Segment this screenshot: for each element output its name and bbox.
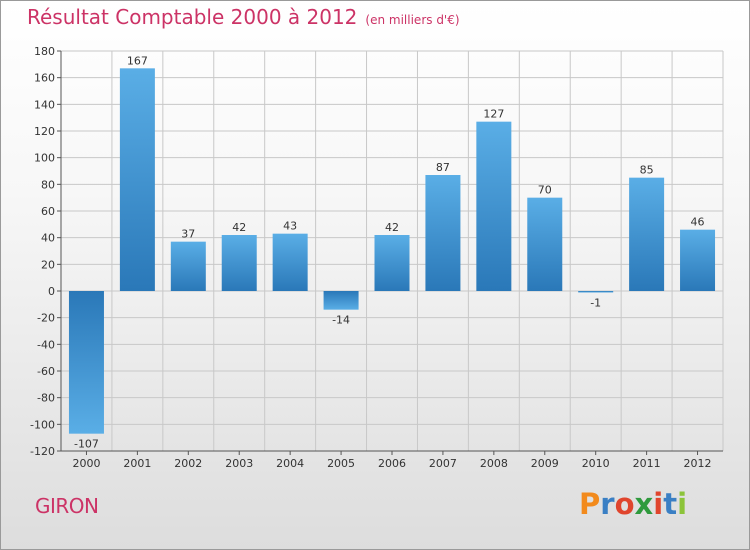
- data-label-2004: 43: [283, 220, 297, 233]
- bar-2004: [272, 233, 308, 291]
- data-label-2007: 87: [436, 161, 450, 174]
- x-tick-label-2012: 2012: [684, 457, 712, 470]
- y-tick-label: 180: [34, 45, 55, 58]
- bar-2010: [578, 291, 614, 293]
- y-tick-label: -120: [30, 445, 55, 458]
- x-tick-label-2005: 2005: [327, 457, 355, 470]
- y-tick-label: 160: [34, 72, 55, 85]
- bars: [68, 68, 716, 434]
- bar-2005: [323, 291, 359, 310]
- x-tick-label-2002: 2002: [174, 457, 202, 470]
- data-label-2009: 70: [538, 184, 552, 197]
- x-tick-label-2001: 2001: [123, 457, 151, 470]
- data-label-2011: 85: [640, 164, 654, 177]
- x-tick-label-2006: 2006: [378, 457, 406, 470]
- data-label-2003: 42: [232, 221, 246, 234]
- data-label-2006: 42: [385, 221, 399, 234]
- axes: [57, 50, 723, 455]
- logo-letter: x: [634, 487, 654, 521]
- x-tick-label-2003: 2003: [225, 457, 253, 470]
- y-tick-label: 100: [34, 152, 55, 165]
- y-tick-label: 120: [34, 125, 55, 138]
- y-tick-label: -40: [37, 338, 55, 351]
- y-tick-label: -100: [30, 418, 55, 431]
- y-tick-label: 60: [41, 205, 55, 218]
- bar-2012: [680, 229, 716, 291]
- commune-name: GIRON: [35, 494, 99, 518]
- data-label-2012: 46: [691, 216, 705, 229]
- bar-2009: [527, 197, 563, 291]
- data-label-2005: -14: [332, 314, 350, 327]
- chart-subtitle: (en milliers d'€): [365, 13, 460, 27]
- logo-letter: i: [677, 487, 688, 521]
- bar-2008: [476, 121, 512, 292]
- data-labels: -107 167 37 42 43 -14 42 87 127 70 -1 85 46: [74, 54, 705, 450]
- x-tick-label-2009: 2009: [531, 457, 559, 470]
- bar-2002: [170, 241, 206, 291]
- chart-title: Résultat Comptable 2000 à 2012 (en millie…: [27, 5, 460, 29]
- data-label-2000: -107: [74, 438, 99, 451]
- y-tick-label: 0: [48, 285, 55, 298]
- bar-2000: [68, 291, 104, 434]
- chart-title-text: Résultat Comptable 2000 à 2012: [27, 5, 358, 29]
- y-tick-label: 40: [41, 232, 55, 245]
- x-tick-label-2007: 2007: [429, 457, 457, 470]
- logo-letter: P: [579, 487, 601, 521]
- data-label-2010: -1: [590, 296, 601, 309]
- data-label-2002: 37: [181, 228, 195, 241]
- x-tick-label-2004: 2004: [276, 457, 304, 470]
- bar-2007: [425, 175, 461, 291]
- logo-letter: o: [614, 487, 635, 521]
- y-tick-label: -20: [37, 312, 55, 325]
- x-tick-label-2008: 2008: [480, 457, 508, 470]
- y-tick-labels: 180 160 140 120 100 80 60 40 20 0 -20 -40 -60 -80 -100…: [30, 45, 55, 458]
- bar-2006: [374, 235, 410, 291]
- proxiti-logo[interactable]: Proxiti: [579, 487, 687, 521]
- data-label-2008: 127: [483, 108, 504, 121]
- logo-letter: r: [600, 487, 615, 521]
- bar-2001: [119, 68, 155, 291]
- x-tick-labels: 2000 2001 2002 2003 2004 2005 2006 2007 2008 2009…: [72, 457, 711, 470]
- logo-letter: i: [653, 487, 664, 521]
- logo-letter: t: [663, 487, 678, 521]
- data-label-2001: 167: [127, 54, 148, 67]
- x-tick-label-2010: 2010: [582, 457, 610, 470]
- bar-2011: [629, 177, 665, 291]
- x-tick-label-2011: 2011: [633, 457, 661, 470]
- y-tick-label: 20: [41, 258, 55, 271]
- y-tick-label: 140: [34, 98, 55, 111]
- y-tick-label: -80: [37, 392, 55, 405]
- y-tick-label: 80: [41, 178, 55, 191]
- x-tick-label-2000: 2000: [72, 457, 100, 470]
- y-tick-label: -60: [37, 365, 55, 378]
- bar-2003: [221, 235, 257, 291]
